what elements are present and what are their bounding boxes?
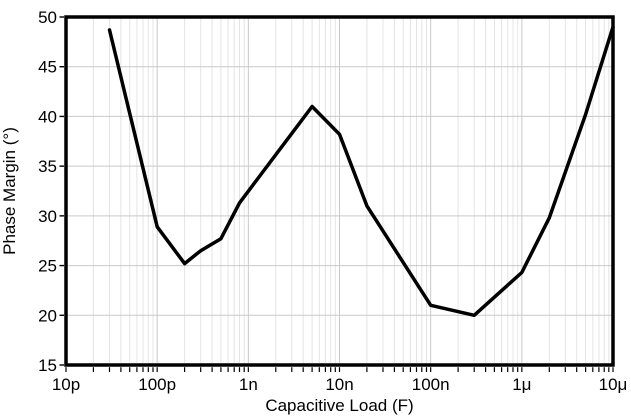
- x-tick-label: 1n: [239, 375, 258, 394]
- y-tick-label: 30: [38, 207, 57, 226]
- x-tick-label: 100n: [412, 375, 450, 394]
- y-tick-label: 45: [38, 58, 57, 77]
- x-tick-label: 10p: [52, 375, 80, 394]
- x-axis-title: Capacitive Load (F): [265, 396, 414, 415]
- x-tick-label: 1μ: [512, 375, 531, 394]
- plot-frame: [64, 15, 615, 367]
- y-tick-label: 40: [38, 107, 57, 126]
- phase-margin-curve: [107, 25, 615, 318]
- x-tick-label: 10μ: [599, 375, 628, 394]
- x-tick-label: 10n: [325, 375, 353, 394]
- y-axis-title: Phase Margin (°): [0, 127, 19, 255]
- y-tick-label: 15: [38, 356, 57, 375]
- y-tick-label: 25: [38, 257, 57, 276]
- y-tick-label: 50: [38, 8, 57, 27]
- y-tick-label: 20: [38, 306, 57, 325]
- y-tick-label: 35: [38, 157, 57, 176]
- x-tick-label: 100p: [138, 375, 176, 394]
